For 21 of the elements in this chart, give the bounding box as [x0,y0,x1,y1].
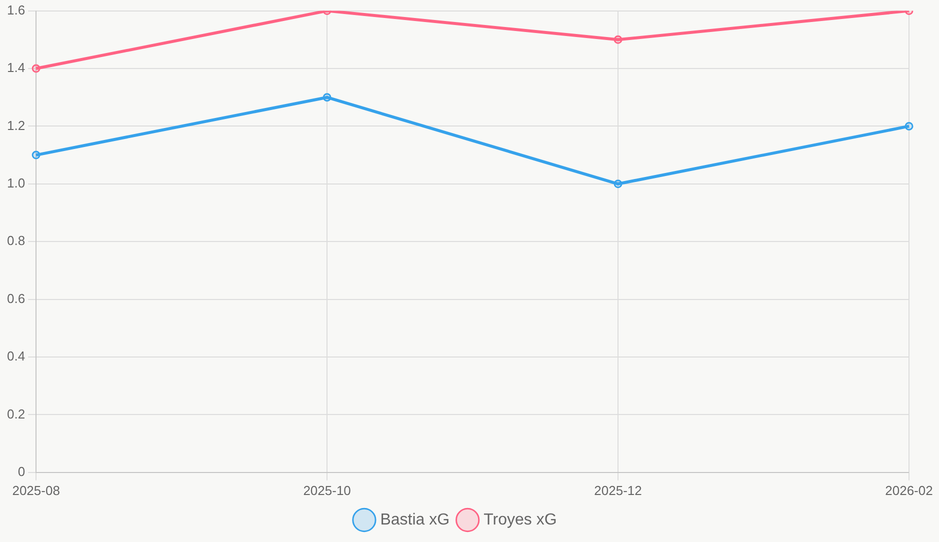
y-tick-label: 0.4 [6,348,26,364]
y-tick-label: 1.0 [6,175,26,190]
y-tick-label: 0.2 [6,406,26,422]
point [904,122,914,130]
y-tick-label: 1.4 [6,60,26,76]
y-tick-label: 0.6 [6,290,26,306]
y-tick-label: 1.6 [6,2,26,18]
point [32,64,40,73]
y-tick-label: 0 [18,464,26,479]
y-tick-label: 1.2 [6,118,26,133]
x-tick-label: 2026-02 [885,482,933,498]
point [614,180,622,188]
x-tick-label: 2025-12 [594,482,642,498]
legend-label: Bastia xG [380,511,450,528]
point [614,35,622,44]
legend-label: Troyes xG [484,511,557,528]
y-tick-label: 0.8 [6,233,26,248]
point [32,150,40,160]
x-tick-label: 2025-08 [12,482,60,498]
x-tick-label: 2025-10 [303,482,351,498]
point [322,93,332,102]
